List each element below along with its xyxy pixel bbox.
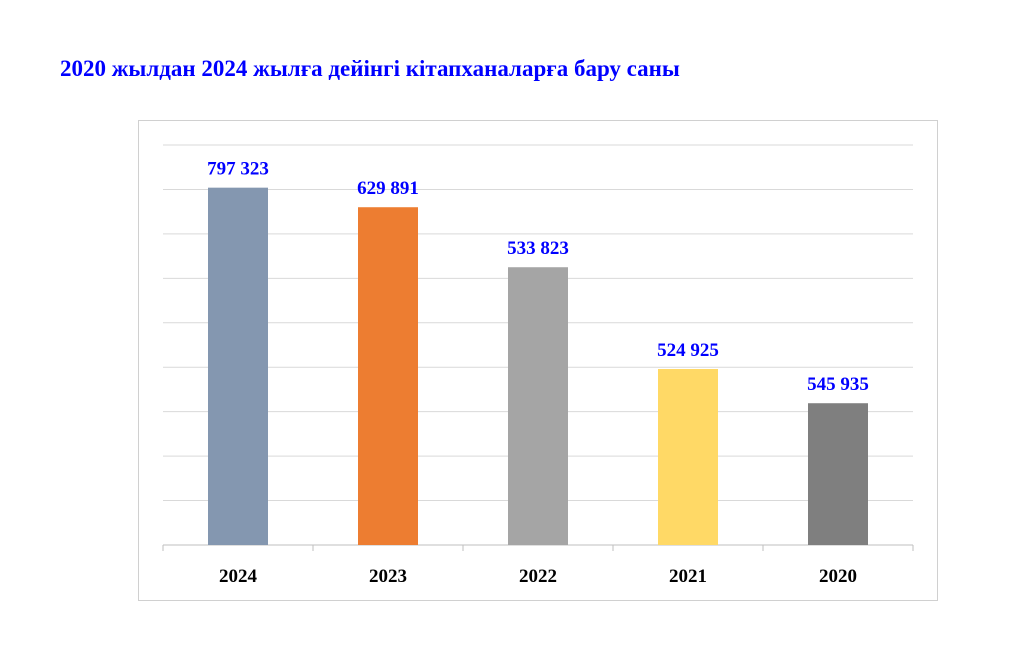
- category-label-2022: 2022: [519, 566, 557, 587]
- bar-2023: [358, 207, 418, 545]
- data-label-2024: 797 323: [207, 159, 269, 180]
- data-label-2023: 629 891: [357, 178, 419, 199]
- bar-2022: [508, 267, 568, 545]
- data-label-2020: 545 935: [807, 374, 869, 395]
- data-label-2022: 533 823: [507, 238, 569, 259]
- category-label-2023: 2023: [369, 566, 407, 587]
- chart-frame: [138, 120, 938, 601]
- category-label-2024: 2024: [219, 566, 258, 587]
- bar-2020: [808, 403, 868, 545]
- chart-title: 2020 жылдан 2024 жылға дейінгі кітапхана…: [60, 56, 680, 81]
- category-label-2020: 2020: [819, 566, 857, 587]
- category-label-2021: 2021: [669, 566, 707, 587]
- bar-2021: [658, 369, 718, 545]
- data-label-2021: 524 925: [657, 340, 719, 361]
- bar-2024: [208, 187, 268, 545]
